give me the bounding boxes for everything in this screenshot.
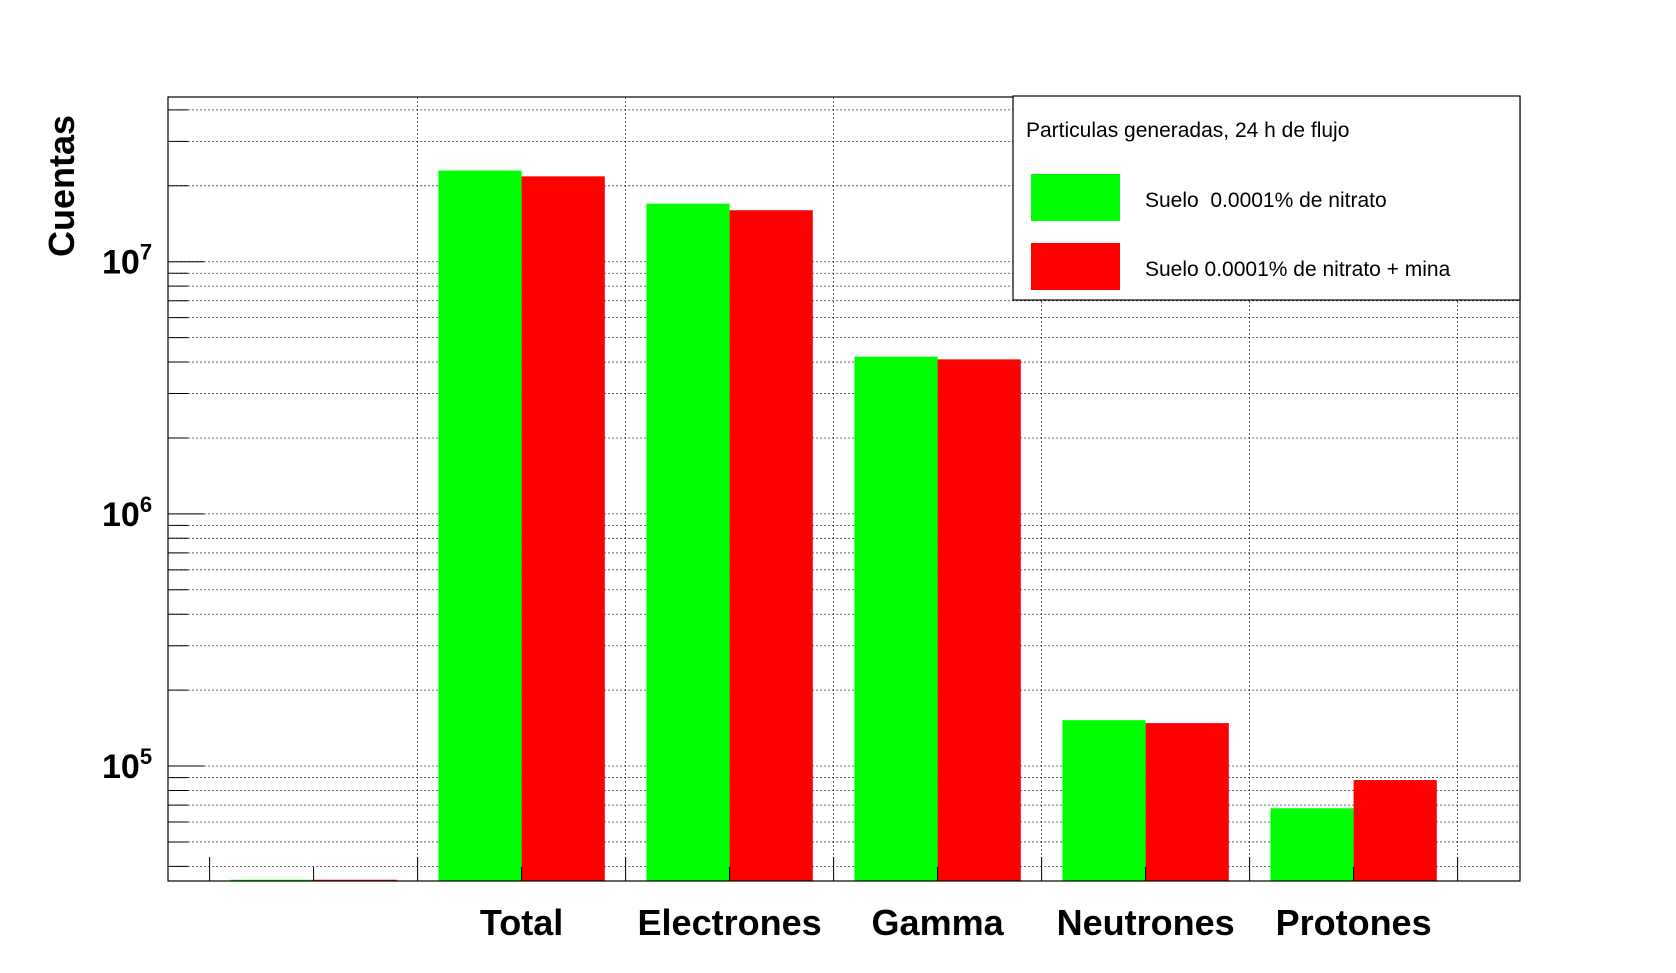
x-category-label: Neutrones [1057,902,1235,943]
y-axis-label: Cuentas [41,115,82,257]
bar [1353,780,1437,881]
bar [1062,720,1146,881]
x-category-label: Gamma [872,902,1005,943]
plot-frame [167,96,1521,882]
x-category-label: Electrones [638,902,822,943]
bars [230,170,1437,882]
bar [937,359,1021,881]
y-tick-label: 105 [102,744,152,786]
bar [854,356,938,881]
axis-ticks [168,109,1459,881]
legend-title: Particulas generadas, 24 h de flujo [1026,119,1349,142]
bar [729,210,813,881]
bar [438,170,522,881]
bar [1270,808,1354,881]
y-tick-labels: 105 106 107 [102,240,152,786]
bar [521,176,605,882]
grid-lines [168,97,1520,881]
y-tick-label: 106 [102,492,152,534]
x-category-labels: Total Electrones Gamma Neutrones Protones [480,902,1432,943]
legend-swatch-red [1031,243,1120,290]
legend-label-series-2: Suelo 0.0001% de nitrato + mina [1145,258,1451,281]
bar [1145,723,1229,881]
legend-swatch-green [1031,174,1120,221]
legend-label-series-1: Suelo 0.0001% de nitrato [1145,189,1387,212]
x-category-label: Total [480,902,563,943]
legend: Particulas generadas, 24 h de flujo Suel… [1012,95,1521,301]
y-tick-label: 107 [102,240,152,282]
bar [646,203,730,881]
x-category-label: Protones [1276,902,1432,943]
